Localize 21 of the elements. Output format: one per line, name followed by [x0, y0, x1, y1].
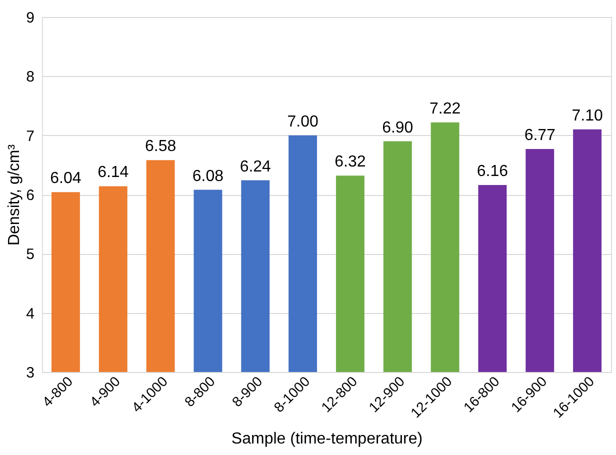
- data-label: 6.04: [50, 170, 82, 188]
- x-axis-title: Sample (time-temperature): [231, 430, 423, 448]
- y-tick-label: 6: [26, 187, 34, 204]
- data-label: 6.08: [192, 168, 224, 185]
- data-label: 7.10: [572, 107, 603, 124]
- data-label: 6.32: [334, 154, 366, 171]
- y-tick-label: 5: [26, 246, 34, 264]
- data-label: 7.00: [287, 113, 318, 130]
- data-label: 6.90: [382, 119, 414, 136]
- y-axis-title: Density, g/cm³: [6, 144, 24, 246]
- data-label: 6.58: [144, 138, 176, 156]
- data-label: 6.14: [98, 164, 129, 182]
- y-tick-label: 9: [26, 10, 34, 26]
- y-tick-label: 4: [26, 305, 34, 322]
- data-label: 7.22: [429, 100, 461, 118]
- data-label: 6.24: [240, 158, 272, 176]
- y-tick-label: 3: [26, 364, 34, 382]
- y-tick-label: 7: [26, 128, 34, 145]
- y-tick-label: 8: [26, 68, 34, 86]
- data-label: 6.77: [524, 126, 556, 144]
- data-label: 6.16: [476, 163, 508, 180]
